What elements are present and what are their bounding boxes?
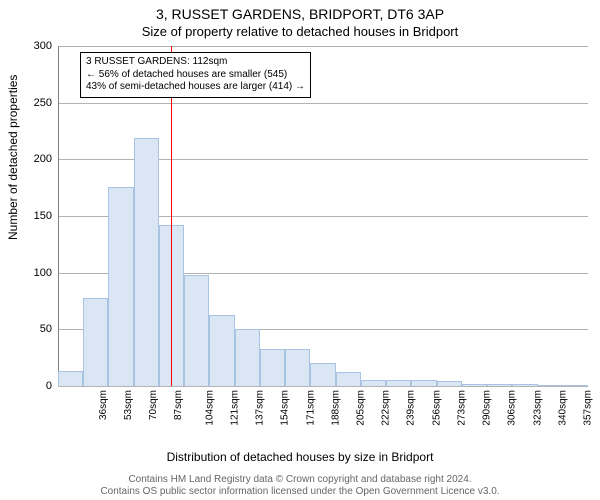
x-axis-label: Distribution of detached houses by size … [0, 450, 600, 464]
y-tick-label: 250 [22, 97, 52, 109]
x-tick-label: 205sqm [356, 390, 367, 426]
x-tick-label: 273sqm [457, 390, 468, 426]
x-tick-label: 357sqm [583, 390, 594, 426]
annotation-line: 3 RUSSET GARDENS: 112sqm [86, 56, 305, 69]
y-tick-label: 300 [22, 40, 52, 52]
x-tick-label: 256sqm [431, 390, 442, 426]
x-tick-label: 70sqm [148, 390, 159, 420]
x-tick-label: 137sqm [255, 390, 266, 426]
y-tick-label: 0 [22, 380, 52, 392]
annotation-line: ← 56% of detached houses are smaller (54… [86, 69, 305, 82]
x-tick-label: 222sqm [381, 390, 392, 426]
histogram-bar [134, 138, 159, 386]
histogram-bar [462, 384, 487, 386]
x-tick-label: 323sqm [532, 390, 543, 426]
x-tick-label: 154sqm [280, 390, 291, 426]
histogram-bar [487, 384, 512, 386]
grid-line [58, 46, 588, 47]
grid-line [58, 386, 588, 387]
x-tick-label: 239sqm [406, 390, 417, 426]
credit-text: Contains HM Land Registry data © Crown c… [0, 474, 600, 498]
x-tick-label: 306sqm [507, 390, 518, 426]
histogram-bar [538, 385, 563, 386]
histogram-bar [235, 329, 260, 386]
histogram-bar [310, 363, 335, 386]
chart-container: 3, RUSSET GARDENS, BRIDPORT, DT6 3AP Siz… [0, 0, 600, 500]
histogram-bar [386, 380, 411, 386]
histogram-bar [209, 315, 234, 386]
x-tick-label: 104sqm [204, 390, 215, 426]
histogram-bar [512, 384, 537, 386]
x-tick-label: 171sqm [305, 390, 316, 426]
y-axis-label: Number of detached properties [6, 75, 20, 240]
annotation-line: 43% of semi-detached houses are larger (… [86, 81, 305, 94]
histogram-bar [285, 349, 310, 386]
plot-area: 05010015020025030036sqm53sqm70sqm87sqm10… [58, 46, 588, 386]
histogram-bar [184, 275, 209, 386]
grid-line [58, 103, 588, 104]
plot-inner: 05010015020025030036sqm53sqm70sqm87sqm10… [58, 46, 588, 386]
x-tick-label: 290sqm [482, 390, 493, 426]
annotation-box: 3 RUSSET GARDENS: 112sqm← 56% of detache… [80, 52, 311, 98]
histogram-bar [108, 187, 133, 386]
chart-title-sub: Size of property relative to detached ho… [0, 24, 600, 39]
credit-line-2: Contains OS public sector information li… [0, 486, 600, 498]
histogram-bar [437, 381, 462, 386]
histogram-bar [563, 385, 588, 386]
x-tick-label: 87sqm [173, 390, 184, 420]
credit-line-1: Contains HM Land Registry data © Crown c… [0, 474, 600, 486]
chart-title-main: 3, RUSSET GARDENS, BRIDPORT, DT6 3AP [0, 6, 600, 22]
x-tick-label: 36sqm [98, 390, 109, 420]
x-tick-label: 188sqm [330, 390, 341, 426]
y-tick-label: 100 [22, 267, 52, 279]
x-tick-label: 340sqm [557, 390, 568, 426]
histogram-bar [260, 349, 285, 386]
histogram-bar [83, 298, 108, 386]
histogram-bar [58, 371, 83, 386]
y-tick-label: 200 [22, 153, 52, 165]
y-tick-label: 150 [22, 210, 52, 222]
histogram-bar [411, 380, 436, 386]
histogram-bar [336, 372, 361, 386]
y-tick-label: 50 [22, 323, 52, 335]
x-tick-label: 53sqm [123, 390, 134, 420]
histogram-bar [361, 380, 386, 386]
x-tick-label: 121sqm [229, 390, 240, 426]
